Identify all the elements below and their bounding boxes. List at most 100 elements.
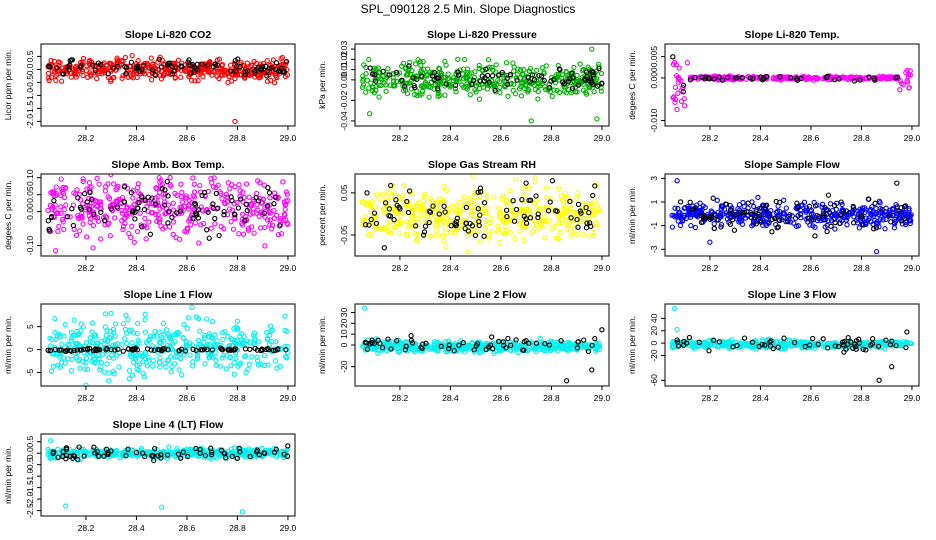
data-point: [60, 219, 66, 225]
data-point: [96, 181, 102, 187]
data-point: [143, 339, 150, 346]
data-point: [121, 184, 128, 190]
y-tick-label: 1: [649, 199, 659, 204]
data-point: [55, 210, 61, 216]
data-point: [435, 348, 441, 354]
data-point: [777, 74, 783, 80]
data-point: [108, 310, 114, 317]
data-point: [166, 334, 173, 340]
data-point: [681, 214, 687, 220]
points: [670, 54, 914, 113]
data-point: [102, 311, 109, 317]
data-point: [767, 343, 774, 349]
data-point: [376, 196, 382, 202]
data-point: [383, 203, 389, 209]
data-point: [373, 220, 380, 227]
data-point: [463, 85, 469, 91]
data-point: [253, 194, 259, 201]
points: [669, 178, 914, 255]
data-point: [106, 370, 112, 376]
data-point: [455, 72, 462, 78]
data-point: [177, 208, 184, 215]
data-point: [113, 198, 119, 204]
data-point: [559, 71, 565, 78]
data-point: [749, 345, 755, 351]
data-point: [57, 60, 63, 66]
x-tick-label: 28.2: [392, 263, 409, 273]
data-point: [421, 191, 428, 197]
y-tick-label: 0.5: [25, 50, 35, 62]
data-point: [87, 57, 93, 64]
data-point: [538, 73, 545, 79]
data-point: [453, 202, 460, 208]
data-point: [86, 345, 93, 351]
data-point: [536, 220, 542, 226]
data-point: [60, 70, 66, 77]
y-tick-label: 20: [339, 318, 349, 328]
data-point: [526, 340, 532, 347]
y-tick-label: -0.010: [649, 108, 659, 132]
data-point: [447, 84, 453, 90]
data-point: [280, 179, 286, 185]
data-point: [443, 244, 449, 250]
data-point: [112, 342, 119, 348]
data-point: [706, 75, 712, 81]
data-point: [476, 65, 482, 72]
data-point: [850, 203, 856, 210]
data-point: [523, 180, 529, 186]
data-point: [152, 71, 158, 78]
data-point: [200, 220, 207, 227]
data-point: [423, 340, 429, 346]
data-point: [178, 63, 184, 69]
data-point: [252, 70, 258, 76]
data-point: [84, 234, 90, 240]
data-point: [442, 209, 448, 215]
data-point: [794, 77, 801, 83]
data-point: [62, 185, 68, 192]
data-point: [513, 75, 520, 81]
data-point: [170, 207, 177, 213]
data-point: [471, 207, 477, 214]
data-point: [49, 206, 55, 213]
data-point: [750, 221, 756, 227]
data-point: [267, 65, 273, 71]
data-point: [845, 335, 851, 341]
data-point: [264, 217, 271, 223]
data-point: [479, 73, 485, 79]
data-point: [866, 196, 872, 202]
data-point: [379, 344, 386, 351]
data-point: [504, 81, 511, 87]
points: [45, 304, 291, 386]
data-point: [209, 347, 215, 353]
data-point: [500, 193, 506, 199]
data-point: [749, 339, 756, 345]
data-point: [486, 79, 492, 85]
data-point: [283, 347, 289, 353]
data-point: [563, 217, 569, 223]
data-point: [674, 178, 680, 184]
data-point: [53, 336, 59, 343]
data-point: [409, 68, 415, 74]
data-point: [769, 216, 775, 222]
data-point: [485, 72, 491, 79]
data-point: [596, 64, 602, 70]
data-point: [541, 69, 547, 75]
data-point: [74, 347, 80, 353]
data-point: [255, 198, 262, 204]
y-tick-label: -3: [649, 245, 659, 253]
data-point: [227, 185, 233, 192]
data-point: [162, 360, 168, 367]
data-point: [147, 333, 154, 339]
data-point: [903, 344, 909, 351]
data-point: [592, 183, 598, 189]
data-point: [361, 305, 368, 311]
data-point: [380, 68, 386, 75]
data-point: [77, 456, 83, 462]
data-point: [532, 175, 538, 181]
data-point: [252, 68, 258, 74]
data-point: [476, 62, 482, 69]
data-point: [404, 218, 410, 225]
data-point: [228, 336, 235, 342]
data-point: [468, 202, 475, 208]
data-point: [824, 345, 831, 351]
